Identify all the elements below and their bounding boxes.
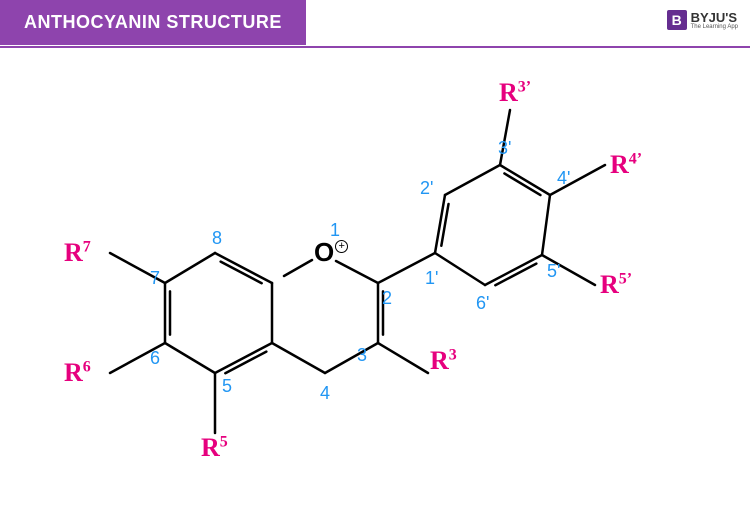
- position-label: 8: [212, 228, 222, 249]
- oxygen-atom: O+: [314, 237, 347, 268]
- page-title: ANTHOCYANIN STRUCTURE: [0, 0, 306, 45]
- header-bar: ANTHOCYANIN STRUCTURE B BYJU'S The Learn…: [0, 0, 750, 48]
- r-label-R3p: R3’: [499, 78, 531, 108]
- position-label: 1': [425, 268, 438, 289]
- position-label: 5: [222, 376, 232, 397]
- diagram-area: R3R5R6R7R3’R4’R5’123456781'2'3'4'5'6'O+: [0, 48, 750, 509]
- r-label-R4p: R4’: [610, 150, 642, 180]
- position-label: 3: [357, 345, 367, 366]
- position-label: 4': [557, 168, 570, 189]
- r-label-R7: R7: [64, 238, 91, 268]
- logo-icon: B: [667, 10, 687, 30]
- logo-sub-text: The Learning App: [691, 24, 738, 30]
- position-label: 3': [498, 138, 511, 159]
- r-label-R5p: R5’: [600, 270, 632, 300]
- position-label: 2: [382, 288, 392, 309]
- position-label: 6: [150, 348, 160, 369]
- r-label-R3: R3: [430, 346, 457, 376]
- position-label: 7: [150, 268, 160, 289]
- r-label-R5: R5: [201, 433, 228, 463]
- logo-main-text: BYJU'S: [691, 11, 738, 24]
- position-label: 5': [547, 261, 560, 282]
- structure-svg: [0, 48, 750, 509]
- r-label-R6: R6: [64, 358, 91, 388]
- position-label: 6': [476, 293, 489, 314]
- position-label: 2': [420, 178, 433, 199]
- logo: B BYJU'S The Learning App: [667, 10, 738, 30]
- position-label: 4: [320, 383, 330, 404]
